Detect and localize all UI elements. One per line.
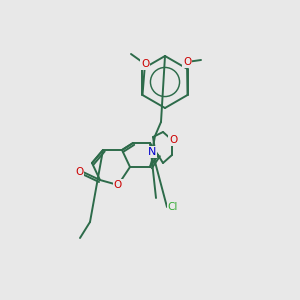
Text: O: O <box>114 180 122 190</box>
Text: O: O <box>75 167 83 177</box>
Text: O: O <box>169 135 177 145</box>
Text: Cl: Cl <box>168 202 178 212</box>
Text: O: O <box>141 59 149 69</box>
Text: O: O <box>183 57 191 67</box>
Text: N: N <box>148 147 156 157</box>
